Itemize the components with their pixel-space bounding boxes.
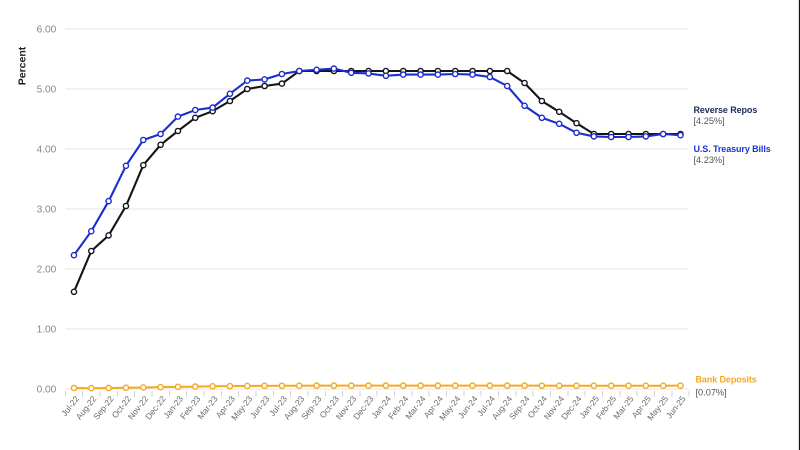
- svg-text:Jun-23: Jun-23: [248, 394, 272, 421]
- svg-text:1.00: 1.00: [37, 325, 57, 336]
- svg-text:Jun-24: Jun-24: [456, 394, 480, 421]
- svg-text:Jun-25: Jun-25: [664, 394, 688, 421]
- svg-text:3.00: 3.00: [37, 205, 57, 216]
- svg-text:[4.25%]: [4.25%]: [694, 116, 725, 126]
- svg-text:2.00: 2.00: [37, 265, 57, 276]
- svg-text:Bank Deposits: Bank Deposits: [696, 374, 757, 384]
- svg-text:U.S. Treasury Bills: U.S. Treasury Bills: [694, 144, 771, 154]
- svg-text:Percent: Percent: [17, 46, 29, 85]
- svg-text:[0.07%]: [0.07%]: [696, 388, 727, 398]
- svg-text:Reverse Repos: Reverse Repos: [694, 105, 758, 115]
- svg-text:6.00: 6.00: [37, 25, 57, 36]
- svg-text:[4.23%]: [4.23%]: [694, 155, 725, 165]
- svg-text:5.00: 5.00: [37, 85, 57, 96]
- svg-text:0.00: 0.00: [37, 385, 57, 396]
- svg-text:4.00: 4.00: [37, 145, 57, 156]
